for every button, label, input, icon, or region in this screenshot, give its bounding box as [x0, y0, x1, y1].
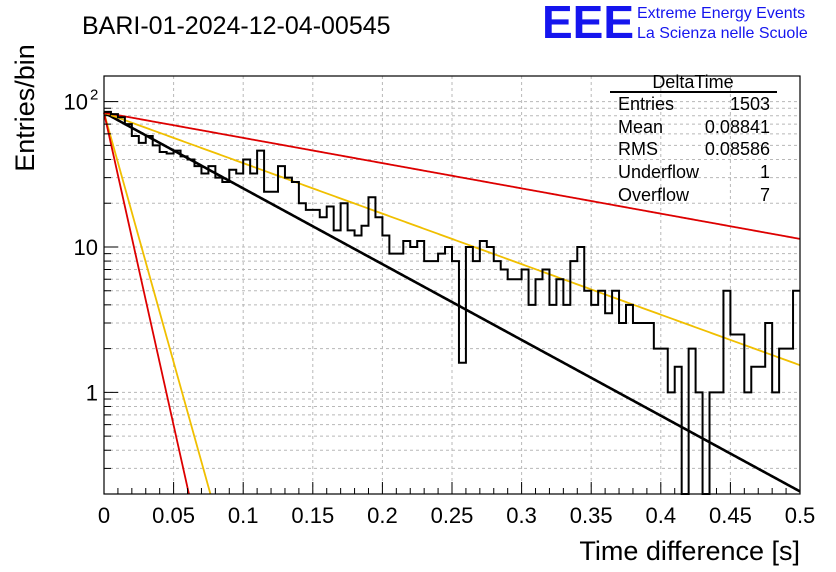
curve-rate-red-fast	[103, 112, 190, 495]
x-tick-label: 0.2	[367, 503, 398, 528]
stats-value-mean: 0.08841	[705, 117, 770, 137]
logo-line2: La Scienza nelle Scuole	[637, 25, 808, 42]
stats-value-overflow: 7	[760, 185, 770, 205]
x-tick-label: 0.3	[506, 503, 537, 528]
stats-label-mean: Mean	[618, 117, 663, 137]
stats-box: DeltaTime Entries 1503 Mean 0.08841 RMS …	[610, 72, 777, 205]
stats-label-entries: Entries	[618, 94, 674, 114]
stats-value-underflow: 1	[760, 162, 770, 182]
stats-value-rms: 0.08586	[705, 139, 770, 159]
x-tick-label: 0.1	[228, 503, 259, 528]
curve-rate-yellow-slow	[103, 111, 801, 367]
stats-label-overflow: Overflow	[618, 185, 690, 205]
x-tick-label: 0	[98, 503, 110, 528]
x-tick-label: 0.25	[431, 503, 474, 528]
grid	[104, 76, 800, 494]
curve-rate-yellow-fast	[103, 112, 212, 495]
fit-curves	[103, 111, 801, 495]
stats-value-entries: 1503	[730, 94, 770, 114]
histogram-bars	[103, 110, 800, 495]
stats-title: DeltaTime	[652, 72, 733, 92]
curve-fit	[103, 111, 801, 493]
stats-label-rms: RMS	[618, 139, 658, 159]
x-tick-label: 0.5	[785, 503, 816, 528]
y-tick-label: 10	[64, 90, 88, 115]
logo-mark: EEE	[542, 0, 634, 48]
x-tick-label: 0.35	[570, 503, 613, 528]
stats-label-underflow: Underflow	[618, 162, 700, 182]
chart-title: BARI-01-2024-12-04-00545	[82, 12, 391, 40]
y-axis-label: Entries/bin	[10, 44, 40, 172]
x-tick-label: 0.45	[709, 503, 752, 528]
axes: 0 0.05 0.1 0.15 0.2 0.25 0.3 0.35 0.4 0.45 0.5 1 10 1…	[64, 87, 816, 528]
x-tick-label: 0.05	[152, 503, 195, 528]
logo: EEE Extreme Energy Events La Scienza nel…	[542, 0, 808, 48]
logo-line1: Extreme Energy Events	[637, 5, 805, 22]
y-tick-exponent: 2	[90, 87, 98, 104]
x-axis-label: Time difference [s]	[579, 536, 800, 566]
y-tick-label: 1	[86, 380, 98, 405]
x-tick-label: 0.4	[646, 503, 677, 528]
x-tick-label: 0.15	[291, 503, 334, 528]
curve-rate-red-slow	[103, 111, 801, 240]
y-tick-label: 10	[74, 235, 98, 260]
